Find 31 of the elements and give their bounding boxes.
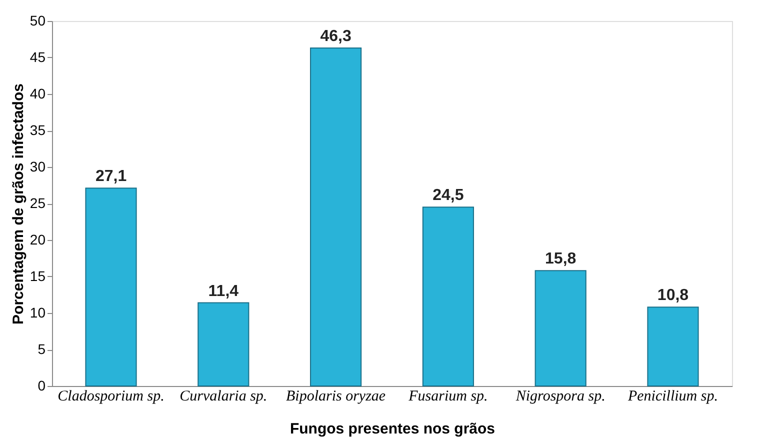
bar [85, 188, 137, 386]
data-label: 27,1 [95, 168, 127, 186]
y-tick-label: 10 [30, 304, 46, 320]
data-label: 24,5 [432, 187, 464, 204]
y-tick-label: 15 [30, 268, 46, 284]
y-tick-label: 50 [30, 12, 46, 28]
y-tick-label: 5 [38, 341, 46, 357]
x-tick-label: Bipolaris oryzae [286, 388, 386, 404]
y-tick-label: 20 [30, 232, 46, 248]
x-tick-label: Nigrospora sp. [514, 388, 606, 404]
data-label: 46,3 [320, 28, 352, 46]
y-tick-label: 40 [30, 86, 46, 102]
y-tick-label: 45 [30, 49, 46, 65]
y-tick-label: 25 [30, 195, 46, 211]
y-axis-title: Porcentagem de grãos infectados [10, 84, 27, 324]
data-label: 10,8 [657, 287, 689, 304]
bar [647, 306, 699, 386]
y-tick-label: 0 [38, 378, 46, 394]
x-tick-label: Penicillium sp. [626, 388, 718, 404]
y-tick-label: 30 [30, 158, 46, 174]
bar [310, 48, 362, 386]
bar [422, 206, 474, 386]
x-tick-label: Curvalaria sp. [180, 388, 268, 404]
x-tick-label: Cladosporium sp. [58, 388, 164, 404]
x-axis-title: Fungos presentes nos grãos [290, 420, 496, 438]
x-tick-label: Fusarium sp. [408, 388, 488, 404]
data-label: 15,8 [545, 250, 576, 268]
data-label: 11,4 [208, 282, 239, 300]
bar [534, 270, 586, 386]
bar [198, 302, 250, 386]
y-tick-label: 35 [30, 122, 46, 138]
